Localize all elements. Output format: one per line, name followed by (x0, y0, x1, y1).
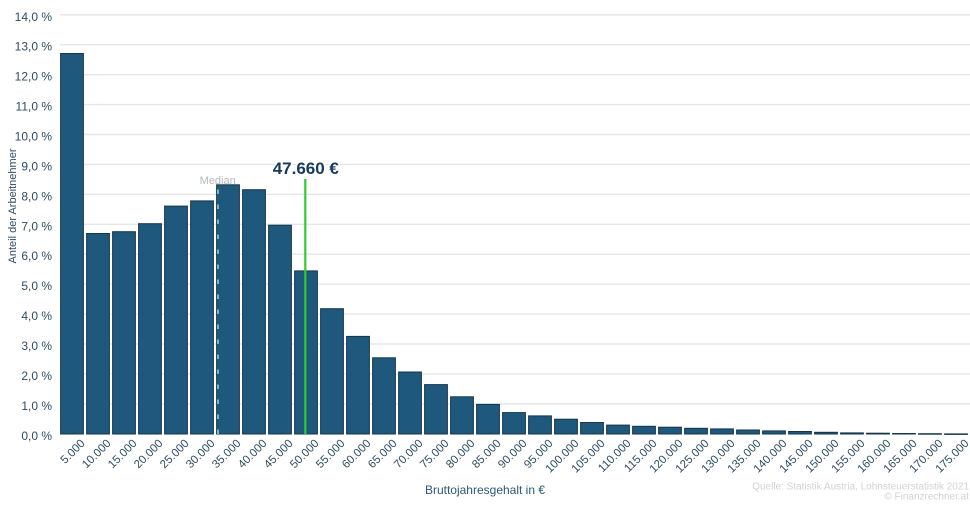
svg-text:13,0 %: 13,0 % (15, 40, 53, 54)
svg-text:8,0 %: 8,0 % (21, 189, 52, 203)
svg-text:3,0 %: 3,0 % (21, 339, 52, 353)
svg-text:2,0 %: 2,0 % (21, 369, 52, 383)
svg-text:5,0 %: 5,0 % (21, 279, 52, 293)
svg-text:11,0 %: 11,0 % (16, 100, 53, 114)
svg-text:4,0 %: 4,0 % (21, 309, 52, 323)
svg-text:9,0 %: 9,0 % (21, 159, 52, 173)
svg-text:1,0 %: 1,0 % (21, 399, 52, 413)
svg-text:Median: Median (200, 175, 236, 187)
svg-text:Quelle: Statistik Austria, Loh: Quelle: Statistik Austria, Lohnsteuersta… (752, 482, 969, 493)
svg-text:6,0 %: 6,0 % (21, 249, 52, 263)
svg-text:10,0 %: 10,0 % (15, 130, 53, 144)
svg-text:12,0 %: 12,0 % (15, 70, 53, 84)
svg-text:© Finanzrechner.at: © Finanzrechner.at (884, 492, 969, 501)
svg-text:47.660 €: 47.660 € (273, 159, 340, 178)
svg-text:Bruttojahresgehalt in €: Bruttojahresgehalt in € (425, 483, 545, 497)
svg-text:14,0 %: 14,0 % (15, 10, 53, 24)
svg-text:Anteil der Arbeitnehmer: Anteil der Arbeitnehmer (7, 148, 19, 263)
svg-text:0,0 %: 0,0 % (21, 429, 52, 443)
svg-text:7,0 %: 7,0 % (21, 219, 52, 233)
